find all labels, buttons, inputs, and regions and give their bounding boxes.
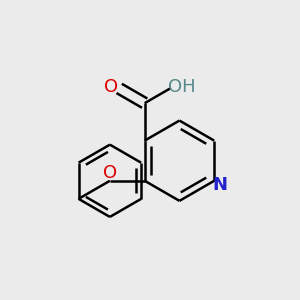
Text: O: O xyxy=(103,164,117,182)
Text: N: N xyxy=(212,176,227,194)
Text: O: O xyxy=(104,78,118,96)
Text: OH: OH xyxy=(168,78,196,96)
